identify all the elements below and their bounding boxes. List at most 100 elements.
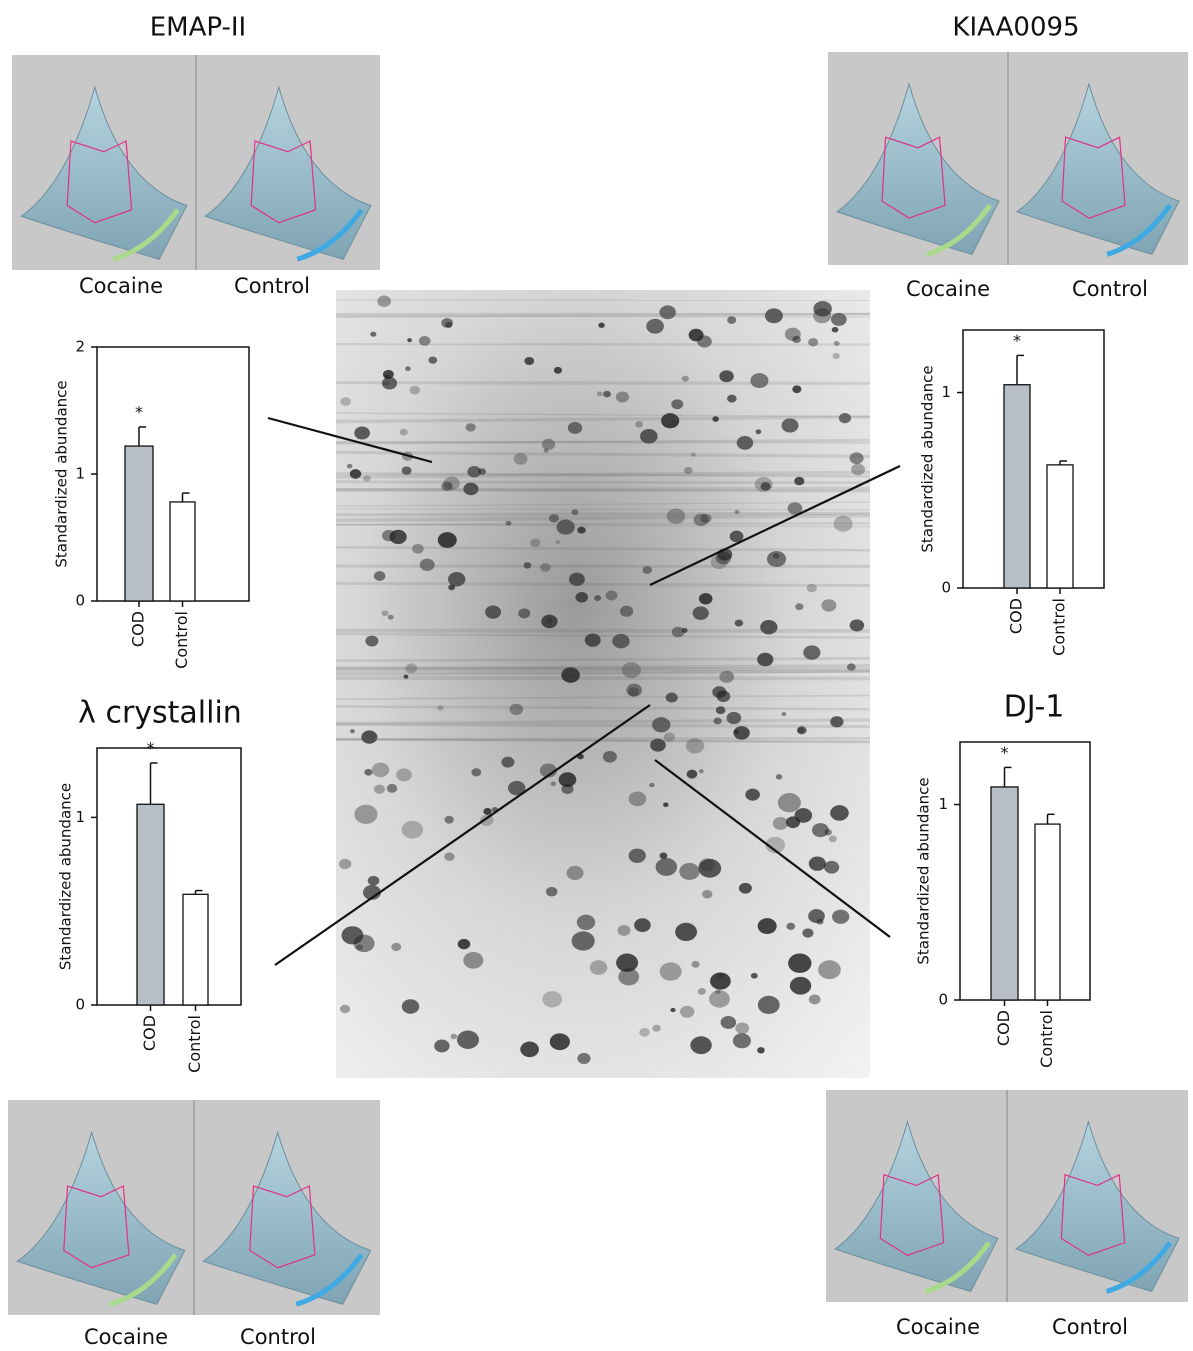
gel-spot: [409, 385, 421, 395]
gel-spot: [831, 326, 839, 333]
surface: [202, 1130, 372, 1305]
gel-spot: [709, 990, 730, 1008]
x-tick-label: COD: [1007, 598, 1026, 634]
gel-spot: [846, 663, 856, 671]
y-tick-label: 0: [75, 996, 85, 1014]
gel-spot: [712, 416, 719, 422]
gel-spot: [479, 814, 494, 826]
gel-spot: [566, 865, 584, 881]
gel-spot: [617, 925, 631, 936]
gel-spot: [757, 918, 777, 935]
gel-spot: [833, 341, 840, 346]
gel-spot: [556, 519, 575, 535]
gel-spot: [338, 858, 352, 870]
gel-spot: [729, 530, 744, 543]
gel-spot: [735, 1022, 750, 1034]
gel-spot: [666, 508, 686, 524]
gel-spot: [635, 421, 644, 428]
gel-spot: [640, 429, 658, 444]
gel-streak: [335, 738, 871, 743]
gel-spot: [639, 1027, 650, 1037]
gel-spot: [428, 356, 438, 364]
gel-streak: [335, 314, 871, 318]
gel-spot: [757, 995, 780, 1014]
gel-spot: [444, 852, 455, 861]
connector: [274, 704, 651, 966]
gel-spot: [465, 423, 476, 432]
x-tick-label: COD: [140, 1015, 159, 1051]
gel-spot: [605, 590, 618, 601]
significance-marker: *: [147, 739, 155, 758]
gel-spot: [719, 370, 734, 383]
gel-spot: [697, 987, 706, 995]
gel-spot: [602, 750, 617, 763]
gel-spot: [732, 1033, 751, 1049]
y-tick-label: 1: [941, 383, 951, 401]
surface-edge: [926, 203, 993, 257]
gel-spot: [812, 823, 829, 838]
gel-spot: [808, 338, 819, 347]
bar: [1034, 823, 1061, 1001]
gel-streak: [335, 450, 871, 458]
significance-marker: *: [1001, 743, 1009, 762]
gel-streak: [335, 718, 871, 725]
surface-edge: [1105, 1241, 1172, 1294]
gel-spot: [485, 605, 502, 619]
gel-spot: [755, 429, 762, 435]
gel-spot: [659, 962, 682, 981]
chart-title: KIAA0095: [952, 13, 1079, 43]
gel-spot: [691, 960, 700, 968]
gel-spot: [354, 426, 370, 440]
gel-spot: [340, 397, 351, 406]
x-tick-label: Control: [172, 611, 191, 669]
gel-spot: [710, 972, 731, 990]
gel-spot: [686, 769, 698, 779]
gel-spot: [736, 435, 754, 450]
gel-spot: [727, 394, 737, 403]
x-tick-label: Control: [1037, 1010, 1056, 1068]
gel-spot: [698, 593, 713, 605]
gel-spot: [646, 318, 664, 334]
gel-spot: [851, 463, 865, 476]
gel-spot: [792, 385, 802, 394]
gel-streak: [335, 632, 871, 639]
spot-outline: [879, 1173, 945, 1257]
gel-spot: [830, 716, 844, 728]
surface: [16, 1130, 186, 1305]
gel-streak: [335, 312, 871, 319]
gel-spot: [665, 692, 678, 703]
gel-spot: [634, 918, 651, 933]
gel-spot: [596, 391, 603, 397]
gel-spot: [663, 732, 676, 742]
gel-spot: [671, 626, 685, 638]
connector: [649, 465, 901, 586]
gel-spot: [781, 418, 799, 433]
gel-spot: [621, 662, 641, 679]
gel-spot: [568, 572, 585, 586]
spot-outline: [1061, 136, 1126, 219]
gel-spot: [838, 413, 852, 424]
surface: [833, 1119, 999, 1292]
gel-spot: [659, 852, 668, 859]
gel-spot: [401, 999, 420, 1014]
gel-spot: [445, 322, 453, 328]
plot-frame: [962, 329, 1105, 589]
gel-streak: [335, 480, 871, 485]
gel-streak: [335, 546, 871, 552]
gel-spot: [808, 994, 821, 1005]
gel-spot: [671, 399, 684, 410]
gel-spot: [382, 529, 396, 542]
gel-spot: [434, 1039, 450, 1053]
gel-spot: [619, 605, 634, 617]
plot-frame: [959, 741, 1091, 1001]
gel-spot: [373, 784, 385, 794]
gel-spot: [700, 513, 712, 523]
gel-spot: [371, 762, 390, 778]
gel-spot: [401, 466, 412, 475]
gel-spot: [726, 711, 742, 725]
gel-spot: [734, 619, 744, 627]
gel-spot: [349, 469, 362, 479]
y-tick-label: 1: [75, 808, 85, 826]
gel-spot: [509, 703, 524, 716]
gel-spot: [508, 780, 526, 796]
